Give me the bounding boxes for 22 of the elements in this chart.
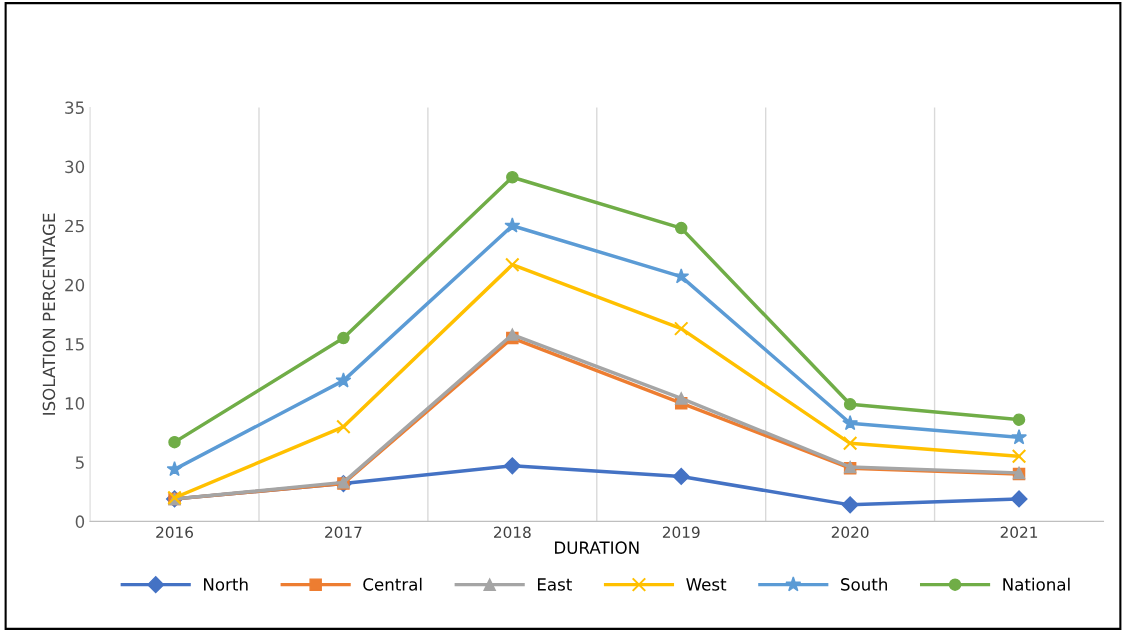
x-tick-label: 2020 — [831, 526, 869, 539]
y-tick-label: 25 — [65, 219, 84, 233]
legend-label: Central — [363, 577, 422, 591]
x-tick-label: 2016 — [156, 526, 194, 539]
y-tick-label: 10 — [65, 397, 85, 410]
y-axis-title: ISOLATION PERCENTAGE — [42, 213, 56, 415]
legend-label: National — [1003, 577, 1070, 591]
y-tick-label: 30 — [65, 160, 85, 174]
x-axis-title: DURATION — [555, 541, 639, 554]
legend-label: East — [537, 578, 572, 591]
y-tick-label: 0 — [75, 515, 85, 528]
y-tick-label: 15 — [65, 338, 84, 351]
legend-label: North — [204, 577, 248, 591]
y-tick-label: 35 — [65, 101, 84, 115]
x-tick-label: 2019 — [662, 526, 700, 539]
legend-label: West — [686, 578, 727, 591]
legend-label: South — [841, 577, 887, 591]
y-tick-label: 20 — [65, 278, 85, 292]
x-tick-label: 2021 — [1000, 526, 1038, 539]
x-tick-label: 2018 — [494, 526, 531, 539]
y-tick-label: 5 — [75, 456, 84, 469]
x-tick-label: 2017 — [325, 526, 362, 539]
